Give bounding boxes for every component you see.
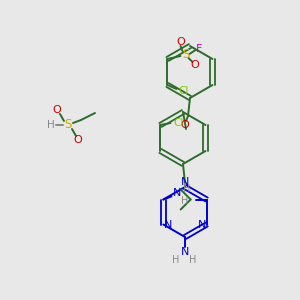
Text: O: O: [52, 105, 62, 115]
Text: N: N: [181, 247, 189, 257]
Text: S: S: [64, 118, 72, 131]
Text: N: N: [164, 220, 172, 230]
Text: O: O: [181, 120, 189, 130]
Text: N: N: [181, 177, 189, 187]
Text: O: O: [176, 37, 185, 47]
Text: H: H: [183, 184, 190, 194]
Text: Cl: Cl: [173, 118, 184, 128]
Text: S: S: [182, 49, 189, 62]
Text: N: N: [197, 220, 206, 230]
Text: H: H: [181, 196, 188, 206]
Text: O: O: [190, 60, 199, 70]
Text: H: H: [172, 255, 180, 265]
Text: Cl: Cl: [178, 86, 189, 96]
Text: H: H: [47, 120, 55, 130]
Text: H: H: [189, 255, 197, 265]
Text: F: F: [196, 44, 203, 54]
Text: O: O: [74, 135, 82, 145]
Text: N: N: [173, 188, 182, 199]
